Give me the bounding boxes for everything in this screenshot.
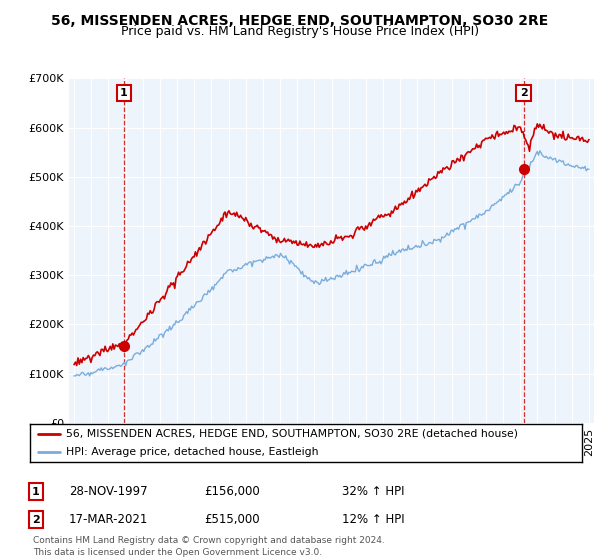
Text: £515,000: £515,000 bbox=[204, 513, 260, 526]
Text: 56, MISSENDEN ACRES, HEDGE END, SOUTHAMPTON, SO30 2RE: 56, MISSENDEN ACRES, HEDGE END, SOUTHAMP… bbox=[52, 14, 548, 28]
Text: Price paid vs. HM Land Registry's House Price Index (HPI): Price paid vs. HM Land Registry's House … bbox=[121, 25, 479, 38]
Text: 12% ↑ HPI: 12% ↑ HPI bbox=[342, 513, 404, 526]
Text: 17-MAR-2021: 17-MAR-2021 bbox=[69, 513, 148, 526]
Text: Contains HM Land Registry data © Crown copyright and database right 2024.
This d: Contains HM Land Registry data © Crown c… bbox=[33, 536, 385, 557]
Text: 28-NOV-1997: 28-NOV-1997 bbox=[69, 485, 148, 498]
Text: 56, MISSENDEN ACRES, HEDGE END, SOUTHAMPTON, SO30 2RE (detached house): 56, MISSENDEN ACRES, HEDGE END, SOUTHAMP… bbox=[66, 429, 518, 439]
Text: 2: 2 bbox=[32, 515, 40, 525]
Text: £156,000: £156,000 bbox=[204, 485, 260, 498]
Text: 1: 1 bbox=[120, 88, 128, 98]
Text: 2: 2 bbox=[520, 88, 527, 98]
Text: 1: 1 bbox=[32, 487, 40, 497]
Text: HPI: Average price, detached house, Eastleigh: HPI: Average price, detached house, East… bbox=[66, 447, 319, 457]
Text: 32% ↑ HPI: 32% ↑ HPI bbox=[342, 485, 404, 498]
